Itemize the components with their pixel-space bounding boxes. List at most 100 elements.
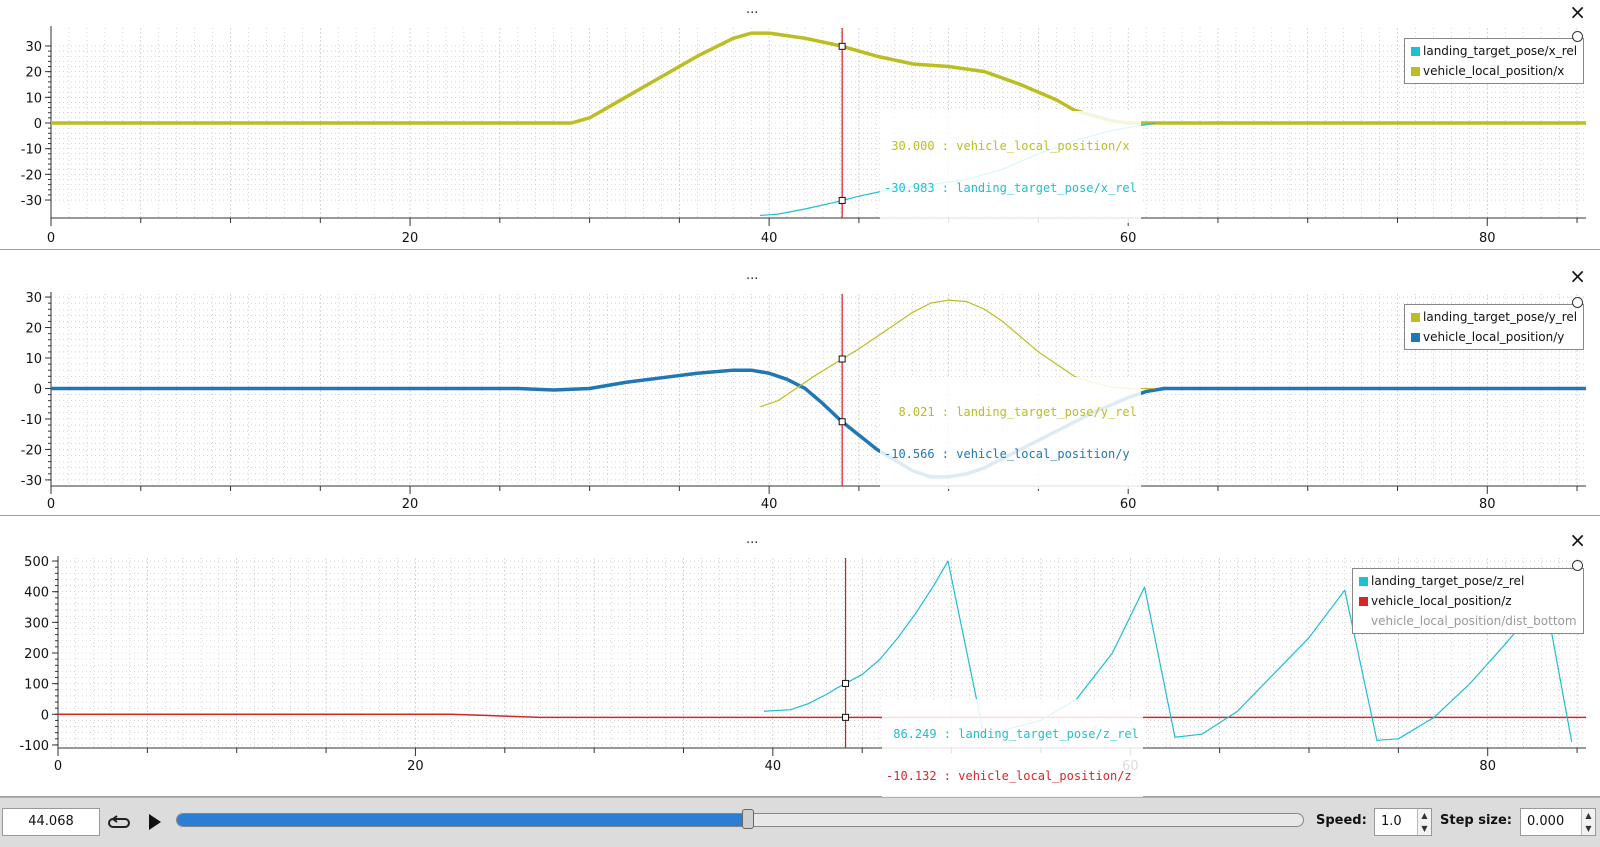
legend-item-local-x[interactable]: vehicle_local_position/x xyxy=(1411,61,1577,81)
plot-panel-x[interactable]: 0 20 40 60 80 -30 -20 -10 0 10 20 30 ... × landing_… xyxy=(0,0,1600,250)
legend-label: landing_target_pose/z_rel xyxy=(1371,574,1525,588)
x-tick-label: 20 xyxy=(402,497,419,512)
y-tick-label: 20 xyxy=(25,322,42,337)
y-tick-label: -10 xyxy=(21,143,42,158)
x-tick-label: 40 xyxy=(761,497,778,512)
spin-arrows-icon[interactable]: ▲ ▼ xyxy=(1581,809,1595,835)
legend-swatch xyxy=(1411,66,1420,76)
legend-move-handle-icon[interactable] xyxy=(1572,31,1583,42)
step-size-value: 0.000 xyxy=(1527,814,1565,829)
legend-label: vehicle_local_position/x xyxy=(1423,64,1565,78)
x-tick-label: 40 xyxy=(761,231,778,246)
x-tick-label: 60 xyxy=(1120,497,1137,512)
y-tick-label: -20 xyxy=(21,168,42,183)
y-tick-label: 10 xyxy=(25,91,42,106)
y-tick-label: 0 xyxy=(41,708,49,723)
tracker-line: 8.021 : landing_target_pose/y_rel xyxy=(884,405,1137,419)
series-line xyxy=(58,713,1586,719)
legend-item-local-z[interactable]: vehicle_local_position/z xyxy=(1359,591,1577,611)
legend-swatch xyxy=(1411,312,1420,322)
plot-legend: landing_target_pose/y_rel vehicle_local_… xyxy=(1404,304,1585,350)
close-icon[interactable]: × xyxy=(1569,528,1586,552)
tracker-marker xyxy=(838,196,846,204)
tracker-marker xyxy=(838,355,846,363)
plot-legend: landing_target_pose/z_rel vehicle_local_… xyxy=(1352,568,1584,634)
x-tick-label: 0 xyxy=(47,231,55,246)
speed-value: 1.0 xyxy=(1381,814,1402,829)
tracker-line: -10.132 : vehicle_local_position/z xyxy=(886,769,1132,783)
panel-menu-button[interactable]: ... xyxy=(746,2,759,17)
series-line xyxy=(763,560,1573,742)
y-tick-label: 30 xyxy=(25,40,42,55)
time-field[interactable]: 44.068 xyxy=(2,808,100,836)
y-tick-label: -20 xyxy=(21,443,42,458)
x-tick-label: 60 xyxy=(1120,231,1137,246)
plot-panel-y[interactable]: 0 20 40 60 80 -30 -20 -10 0 10 20 30 ... × landing_… xyxy=(0,250,1600,516)
y-tick-label: 100 xyxy=(24,678,49,693)
y-tick-label: -10 xyxy=(21,413,42,428)
step-size-spinbox[interactable]: 0.000 ▲ ▼ xyxy=(1520,808,1596,836)
tracker-line: -30.983 : landing_target_pose/x_rel xyxy=(884,181,1137,195)
y-tick-label: 300 xyxy=(24,616,49,631)
y-tick-label: 0 xyxy=(34,117,42,132)
speed-label: Speed: xyxy=(1316,813,1367,828)
tracker-line: 30.000 : vehicle_local_position/x xyxy=(884,139,1130,153)
legend-item-y-rel[interactable]: landing_target_pose/y_rel xyxy=(1411,307,1577,327)
tracker-marker xyxy=(842,679,850,687)
y-tick-label: 30 xyxy=(25,291,42,306)
tracker-marker xyxy=(838,42,846,50)
y-tick-label: -30 xyxy=(21,194,42,209)
step-size-label: Step size: xyxy=(1440,813,1513,828)
legend-move-handle-icon[interactable] xyxy=(1572,560,1583,571)
close-icon[interactable]: × xyxy=(1569,264,1586,288)
speed-spinbox[interactable]: 1.0 ▲ ▼ xyxy=(1374,808,1432,836)
legend-swatch xyxy=(1411,46,1420,56)
y-tick-label: 20 xyxy=(25,66,42,81)
x-tick-label: 80 xyxy=(1479,759,1496,774)
series-line xyxy=(51,368,1586,479)
spin-arrows-icon[interactable]: ▲ ▼ xyxy=(1417,809,1431,835)
y-tick-label: 400 xyxy=(24,586,49,601)
x-tick-label: 0 xyxy=(47,497,55,512)
legend-item-dist-bottom[interactable]: vehicle_local_position/dist_bottom xyxy=(1359,611,1577,631)
series-line xyxy=(51,31,1586,125)
tracker-marker xyxy=(842,713,850,721)
time-slider-handle[interactable] xyxy=(741,809,754,829)
loop-icon[interactable] xyxy=(106,808,134,836)
play-icon[interactable] xyxy=(140,808,168,836)
panel-menu-button[interactable]: ... xyxy=(746,532,759,547)
x-tick-label: 40 xyxy=(765,759,782,774)
playback-toolbar: 44.068 Speed: 1.0 ▲ ▼ Step size: 0.000 ▲ ▼ xyxy=(0,797,1600,847)
legend-label: vehicle_local_position/y xyxy=(1423,330,1565,344)
x-tick-label: 80 xyxy=(1479,231,1496,246)
y-tick-label: 10 xyxy=(25,352,42,367)
legend-label: landing_target_pose/x_rel xyxy=(1423,44,1578,58)
plot-canvas-x[interactable]: 0 20 40 60 80 -30 -20 -10 0 10 20 30 xyxy=(0,0,1600,250)
close-icon[interactable]: × xyxy=(1569,0,1586,24)
legend-swatch xyxy=(1359,576,1368,586)
legend-item-local-y[interactable]: vehicle_local_position/y xyxy=(1411,327,1577,347)
tracker-line: 86.249 : landing_target_pose/z_rel xyxy=(886,727,1139,741)
x-tick-label: 80 xyxy=(1479,497,1496,512)
tracker-line: -10.566 : vehicle_local_position/y xyxy=(884,447,1130,461)
plot-canvas-y[interactable]: 0 20 40 60 80 -30 -20 -10 0 10 20 30 xyxy=(0,250,1600,516)
x-tick-label: 20 xyxy=(407,759,424,774)
x-tick-label: 0 xyxy=(54,759,62,774)
legend-move-handle-icon[interactable] xyxy=(1572,297,1583,308)
legend-label: vehicle_local_position/dist_bottom xyxy=(1371,614,1577,628)
time-slider-fill xyxy=(177,814,748,826)
panel-menu-button[interactable]: ... xyxy=(746,268,759,283)
x-tick-label: 20 xyxy=(402,231,419,246)
y-tick-label: 0 xyxy=(34,382,42,397)
y-tick-label: -100 xyxy=(19,739,49,754)
legend-swatch xyxy=(1359,596,1368,606)
legend-item-x-rel[interactable]: landing_target_pose/x_rel xyxy=(1411,41,1577,61)
legend-label: vehicle_local_position/z xyxy=(1371,594,1512,608)
legend-item-z-rel[interactable]: landing_target_pose/z_rel xyxy=(1359,571,1577,591)
tracker-marker xyxy=(838,418,846,426)
time-slider[interactable] xyxy=(176,813,1304,827)
legend-swatch xyxy=(1411,332,1420,342)
y-tick-label: 200 xyxy=(24,647,49,662)
